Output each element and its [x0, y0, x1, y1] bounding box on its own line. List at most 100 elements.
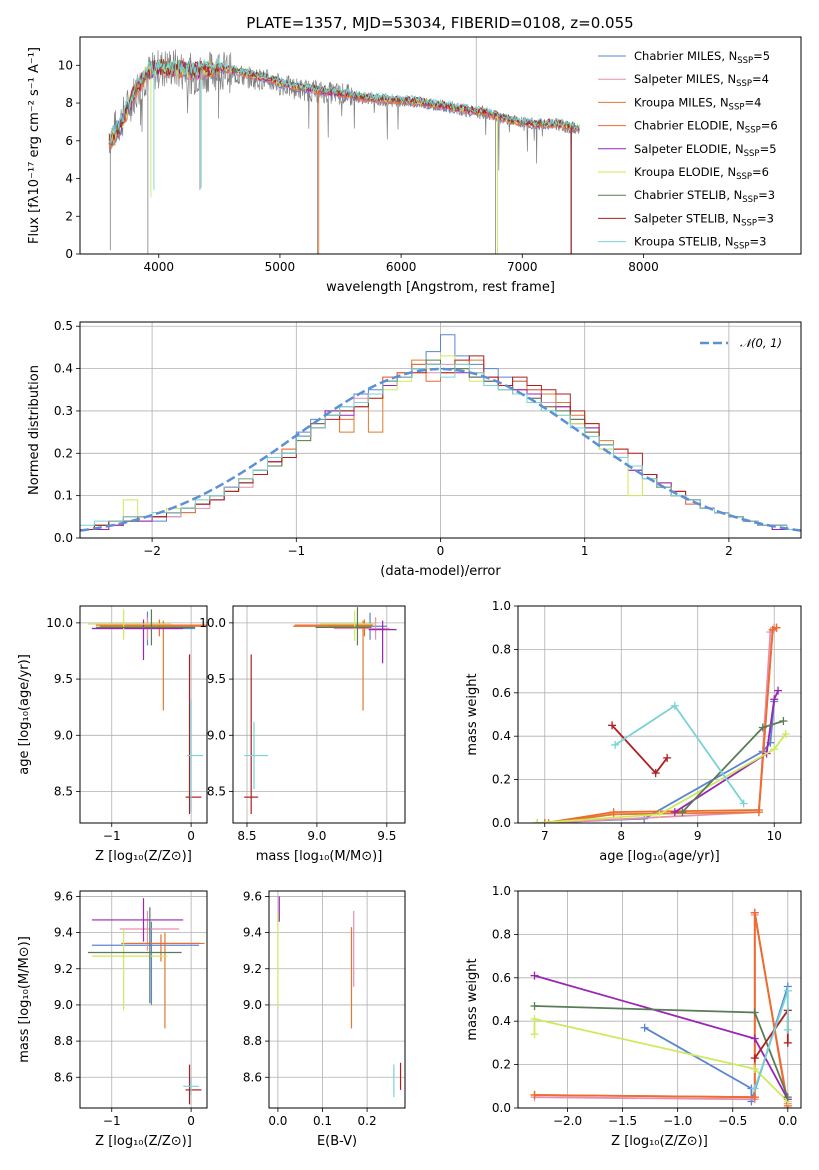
y-tick-label: 10.0: [46, 616, 73, 630]
y-tick-label: 0.0: [492, 1101, 511, 1115]
y-tick-label: 0.2: [492, 1058, 511, 1072]
weight-marker: [750, 908, 759, 917]
weight-marker: [783, 1038, 792, 1047]
y-tick-label: 8.8: [54, 1034, 73, 1048]
x-tick-label: 6000: [386, 260, 417, 274]
y-tick-label: 9.6: [243, 889, 262, 903]
y-tick-label: 0.0: [54, 531, 73, 545]
x-axis-label: mass [log₁₀(M/M⊙)]: [256, 849, 383, 864]
weight-marker: [750, 1008, 759, 1017]
errorbar-kroupa-stelib: [244, 721, 268, 790]
x-axis-label: age [log₁₀(age/yr)]: [599, 849, 720, 864]
weight-marker: [750, 1084, 759, 1093]
errorbar-kroupa-elodie: [87, 609, 172, 640]
mass_vs_ebv-frame: [268, 890, 406, 1109]
weight-line-kroupa-miles: [548, 626, 777, 823]
weight-marker: [530, 1015, 539, 1024]
y-tick-label: 9.0: [54, 998, 73, 1012]
y-tick-label: 0.6: [492, 686, 511, 700]
weight-marker: [739, 799, 748, 808]
y-tick-label: 8.6: [243, 1070, 262, 1084]
age_vs_Z-frame: [79, 605, 208, 824]
spectrum-legend: Chabrier MILES, NSSP=5 Salpeter MILES, NS…: [598, 49, 778, 252]
age_vs_mass-plot-area: [244, 607, 397, 815]
x-tick-label: 1: [581, 544, 589, 558]
residuals-panel: −2 −1 0 1 2 0.0 0.1 0.2 0.3 0.4 0.5 (data-model)/er…: [27, 319, 802, 579]
mass_vs_Z-plot-area: [87, 898, 205, 1105]
age_vs_mass-panel: 8.5 9.0 9.5 8.5 9.0 9.5 10.0 mass [log₁₀(M/M⊙)]: [199, 605, 406, 864]
weight-line-chabrier-miles: [537, 701, 776, 823]
y-tick-label: 9.0: [207, 728, 226, 742]
y-axis-label: mass weight: [465, 958, 480, 1040]
weight-line-salpeter-stelib: [754, 1007, 789, 1059]
spectrum-plot-area: [108, 37, 580, 254]
weight-marker: [670, 701, 679, 710]
y-tick-label: 2: [65, 209, 73, 223]
y-axis-label: mass weight: [465, 673, 480, 755]
x-tick-label: 0.1: [313, 1114, 332, 1128]
y-tick-label: 0.4: [492, 729, 511, 743]
x-tick-label: 0: [437, 544, 445, 558]
x-tick-label: 2: [725, 544, 733, 558]
legend-label-salpeter-stelib: Salpeter STELIB, NSSP=3: [634, 211, 774, 228]
x-tick-label: 0.0: [778, 1114, 797, 1128]
y-tick-label: 0.0: [492, 816, 511, 830]
weight-line-kroupa-elodie: [537, 733, 787, 823]
y-tick-label: 10.0: [199, 616, 226, 630]
errorbar-salpeter-elodie: [368, 620, 397, 664]
y-tick-label: 9.4: [54, 926, 73, 940]
weight-marker: [640, 1023, 649, 1032]
weight_vs_Z-frame: [517, 890, 802, 1109]
mass_vs_ebv-panel: 0.0 0.1 0.2 8.6 8.8 9.0 9.2 9.4 9.6 E(B-V): [243, 889, 406, 1149]
y-tick-label: 0.4: [492, 1014, 511, 1028]
y-tick-label: 9.0: [54, 728, 73, 742]
weight-marker: [750, 1034, 759, 1043]
x-tick-label: 0.0: [268, 1114, 287, 1128]
histogram-kroupa-stelib: [80, 363, 801, 530]
errorbar-salpeter-stelib: [244, 654, 259, 815]
x-tick-label: −2: [143, 544, 161, 558]
y-tick-label: 1.0: [492, 599, 511, 613]
x-tick-label: 8: [617, 829, 625, 843]
weight-marker: [779, 717, 788, 726]
weight-marker: [670, 808, 679, 817]
weight-marker: [651, 769, 660, 778]
errorbar-kroupa-elodie: [319, 610, 376, 641]
y-tick-label: 0.1: [54, 489, 73, 503]
model-line-kroupa-stelib: [108, 58, 580, 145]
y-tick-label: 0.6: [492, 971, 511, 985]
x-tick-label: 8000: [628, 260, 659, 274]
legend-label-kroupa-stelib: Kroupa STELIB, NSSP=3: [634, 235, 766, 252]
weight-line-chabrier-elodie: [544, 626, 777, 823]
weight-marker: [530, 971, 539, 980]
y-tick-label: 0.8: [492, 642, 511, 656]
y-tick-label: 9.6: [54, 889, 73, 903]
weight-marker: [758, 723, 767, 732]
age_vs_mass-frame: [232, 605, 406, 824]
weight-marker: [750, 1054, 759, 1063]
x-axis-label: Z [log₁₀(Z/Z⊙)]: [611, 1134, 708, 1149]
x-axis-label: Z [log₁₀(Z/Z⊙)]: [95, 1134, 192, 1149]
y-tick-label: 9.2: [243, 962, 262, 976]
legend-label-kroupa-elodie: Kroupa ELODIE, NSSP=6: [634, 165, 769, 182]
legend-label-chabrier-stelib: Chabrier STELIB, NSSP=3: [634, 188, 775, 205]
x-tick-label: 4000: [143, 260, 174, 274]
legend-label-chabrier-elodie: Chabrier ELODIE, NSSP=6: [634, 119, 778, 136]
figure-title: PLATE=1357, MJD=53034, FIBERID=0108, z=0…: [246, 14, 633, 32]
x-tick-label: 10: [767, 829, 782, 843]
errorbar-kroupa-miles: [129, 932, 205, 1029]
weight-marker: [678, 808, 687, 817]
x-tick-label: 7: [541, 829, 549, 843]
x-axis-label: (data-model)/error: [380, 564, 501, 579]
weight-line-salpeter-miles: [544, 627, 775, 823]
mass_vs_Z-panel: −1 0 8.6 8.8 9.0 9.2 9.4 9.6 Z [log₁₀(Z/Z⊙)] mass…: [17, 889, 208, 1149]
x-tick-label: 0.2: [358, 1114, 377, 1128]
legend-label-salpeter-miles: Salpeter MILES, NSSP=4: [634, 72, 769, 89]
x-tick-label: −1: [103, 1114, 121, 1128]
y-tick-label: 0.3: [54, 404, 73, 418]
errorbar-salpeter-stelib: [185, 1064, 202, 1105]
errorbar-kroupa-miles: [293, 620, 371, 711]
weight-marker: [770, 745, 779, 754]
y-tick-label: 0.5: [54, 319, 73, 333]
y-tick-label: 8.5: [207, 785, 226, 799]
